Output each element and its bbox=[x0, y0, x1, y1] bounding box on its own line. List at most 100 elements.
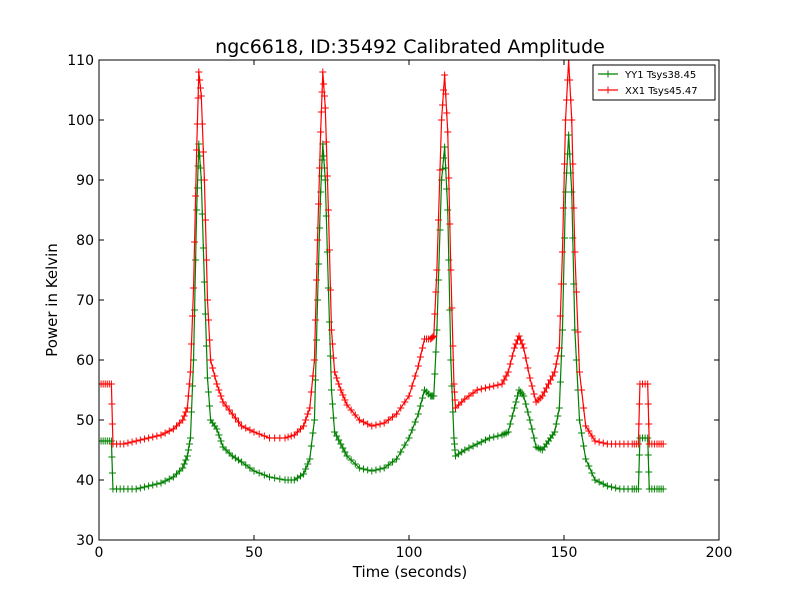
y-tick-label: 50 bbox=[76, 413, 94, 429]
series-1-marker bbox=[136, 484, 144, 492]
series-1-marker bbox=[335, 436, 343, 444]
series-2-marker bbox=[444, 128, 452, 136]
series-2-marker bbox=[190, 284, 198, 292]
series-1-marker bbox=[176, 467, 184, 475]
series-2-marker bbox=[206, 336, 214, 344]
series-2-marker bbox=[500, 376, 508, 384]
series-2-marker bbox=[333, 374, 341, 382]
series-2-marker bbox=[465, 392, 473, 400]
series-2-marker bbox=[306, 404, 314, 412]
series-2-marker bbox=[545, 380, 552, 388]
series-1-marker bbox=[198, 210, 206, 218]
series-2-marker bbox=[565, 60, 573, 64]
series-1-marker bbox=[401, 441, 409, 449]
series-2-marker bbox=[176, 419, 184, 427]
series-1-marker bbox=[180, 460, 188, 468]
x-tick-label: 0 bbox=[95, 545, 104, 561]
series-2-marker bbox=[284, 433, 292, 441]
series-2-marker bbox=[302, 416, 310, 424]
series-1-marker bbox=[328, 386, 335, 394]
legend-label-1: YY1 Tsys38.45 bbox=[624, 70, 696, 81]
series-1-marker bbox=[306, 455, 314, 463]
series-2-marker bbox=[567, 96, 575, 104]
series-1-marker bbox=[271, 474, 279, 482]
series-1-marker bbox=[416, 402, 424, 410]
series-1-marker bbox=[339, 444, 347, 452]
series-2-marker bbox=[304, 410, 312, 418]
series-1-marker bbox=[520, 392, 528, 400]
plot-area bbox=[99, 60, 667, 493]
series-2-marker bbox=[397, 404, 405, 412]
y-tick-label: 70 bbox=[76, 293, 94, 309]
series-1-marker bbox=[393, 455, 401, 463]
series-2-marker bbox=[314, 236, 322, 244]
series-2-marker bbox=[576, 368, 583, 376]
series-1-marker bbox=[588, 469, 596, 477]
series-2-marker bbox=[555, 344, 563, 352]
series-2-marker bbox=[173, 422, 180, 430]
series-2-marker bbox=[405, 392, 413, 400]
series-2-marker bbox=[128, 438, 136, 446]
series-2-marker bbox=[335, 380, 343, 388]
series-1-marker bbox=[397, 448, 405, 456]
series-2-marker bbox=[556, 312, 564, 320]
series-2-marker bbox=[318, 88, 326, 96]
series-2-marker bbox=[504, 368, 512, 376]
series-2-marker bbox=[202, 256, 210, 264]
series-1-marker bbox=[473, 440, 481, 448]
y-tick-label: 100 bbox=[67, 113, 94, 129]
series-2-marker bbox=[228, 410, 236, 418]
series-1-marker bbox=[578, 429, 586, 437]
legend: YY1 Tsys38.45 XX1 Tsys45.47 bbox=[592, 64, 716, 101]
series-1-marker bbox=[635, 451, 643, 459]
series-1-marker bbox=[486, 434, 494, 442]
series-1-marker bbox=[408, 426, 416, 434]
series-2-marker bbox=[515, 332, 523, 340]
series-2-marker bbox=[191, 238, 199, 246]
series-2-marker bbox=[455, 401, 463, 409]
series-2-marker bbox=[321, 104, 329, 112]
series-2-marker bbox=[215, 386, 223, 394]
series-2-marker bbox=[351, 411, 359, 419]
series-2-marker bbox=[393, 410, 401, 418]
series-2-marker bbox=[429, 333, 437, 341]
series-2-marker bbox=[588, 432, 596, 440]
series-2-marker bbox=[368, 422, 376, 430]
series-1-marker bbox=[380, 464, 388, 472]
series-2-marker bbox=[441, 71, 449, 79]
series-2-marker bbox=[443, 109, 451, 117]
series-2-marker bbox=[418, 344, 426, 352]
series-1-marker bbox=[635, 468, 643, 476]
series-1-marker bbox=[405, 434, 413, 442]
series-2-marker bbox=[213, 380, 221, 388]
series-1-marker bbox=[351, 460, 359, 468]
series-2-marker bbox=[644, 400, 652, 408]
series-2-marker bbox=[498, 380, 506, 388]
series-1-marker bbox=[414, 410, 422, 418]
series-1-marker bbox=[310, 416, 318, 424]
series-2-marker bbox=[486, 383, 494, 391]
series-1-marker bbox=[612, 484, 620, 492]
series-1-marker bbox=[225, 449, 233, 457]
series-1-marker bbox=[599, 480, 607, 488]
series-2-marker bbox=[309, 372, 317, 380]
x-tick-label: 100 bbox=[396, 545, 423, 561]
series-2-marker bbox=[260, 432, 268, 440]
series-1-marker bbox=[313, 336, 321, 344]
y-tick-label: 90 bbox=[76, 173, 94, 189]
series-2-marker bbox=[506, 360, 514, 368]
series-2-marker bbox=[526, 374, 534, 382]
series-1-marker bbox=[107, 437, 115, 445]
series-2-marker bbox=[315, 200, 323, 208]
series-2-marker bbox=[585, 427, 593, 435]
series-1-marker bbox=[555, 404, 563, 412]
series-1-marker bbox=[591, 476, 599, 484]
series-1-marker bbox=[552, 420, 560, 428]
series-2-marker bbox=[448, 304, 456, 312]
series-2-marker bbox=[339, 391, 347, 399]
series-2-marker bbox=[634, 440, 642, 448]
series-1-marker bbox=[202, 342, 210, 350]
series-2-marker bbox=[193, 146, 201, 154]
series-2-marker bbox=[481, 384, 489, 392]
series-2-marker bbox=[311, 316, 319, 324]
